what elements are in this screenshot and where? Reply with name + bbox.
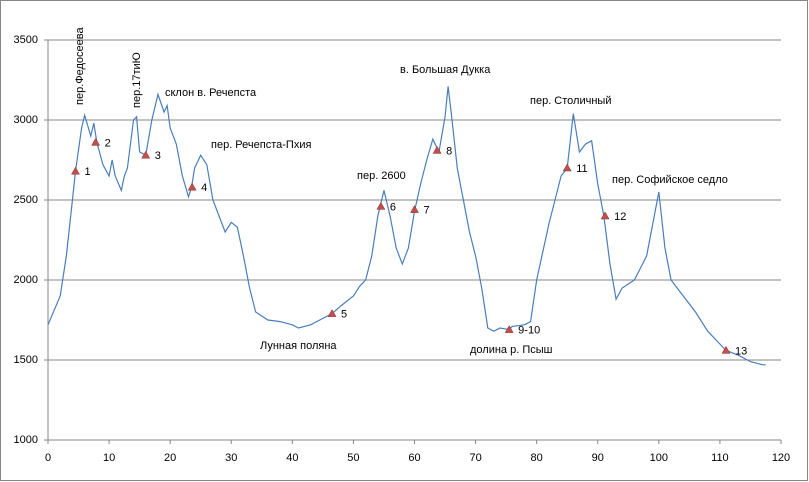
marker-label: 6 — [390, 201, 396, 213]
marker — [721, 345, 731, 354]
y-tick-label: 3000 — [14, 114, 38, 126]
marker-label: 11 — [576, 163, 587, 175]
marker — [376, 201, 386, 210]
marker-label: 2 — [105, 137, 111, 149]
x-tick-label: 120 — [772, 452, 790, 464]
marker-label: 7 — [424, 205, 430, 217]
x-tick-label: 60 — [408, 452, 420, 464]
annotation: пер. Речепста-Пхия — [211, 139, 311, 151]
annotation: пер. Софийское седло — [612, 174, 728, 186]
marker — [600, 211, 610, 220]
marker — [71, 166, 80, 175]
y-tick-label: 1000 — [14, 434, 38, 446]
marker-label: 3 — [155, 150, 161, 162]
marker-label: 13 — [735, 345, 747, 357]
x-tick-label: 10 — [103, 452, 115, 464]
annotation: пер.Федосеева — [74, 27, 86, 105]
marker — [141, 150, 151, 159]
y-tick-label: 2500 — [14, 194, 38, 206]
marker — [504, 325, 514, 333]
y-tick-label: 3500 — [14, 34, 38, 46]
annotation: пер.17тиЮ — [131, 52, 143, 108]
y-tick-label: 2000 — [14, 274, 38, 286]
annotation: склон в. Речепста — [165, 87, 257, 99]
x-tick-label: 50 — [347, 452, 359, 464]
annotation: пер. 2600 — [357, 170, 406, 182]
marker-label: 9-10 — [518, 325, 540, 337]
marker — [562, 163, 572, 172]
x-tick-label: 20 — [164, 452, 176, 464]
x-tick-label: 80 — [531, 452, 543, 464]
marker-label: 8 — [446, 145, 452, 157]
marker — [327, 309, 337, 317]
x-tick-label: 90 — [592, 452, 604, 464]
x-tick-label: 110 — [711, 452, 729, 464]
marker — [187, 182, 197, 191]
marker-label: 4 — [201, 182, 207, 194]
annotation: в. Большая Дукка — [400, 64, 491, 76]
marker-label: 5 — [341, 309, 347, 321]
marker — [432, 145, 442, 154]
annotation: пер. Столичный — [530, 95, 611, 107]
marker-label: 12 — [614, 211, 626, 223]
x-tick-label: 40 — [286, 452, 298, 464]
x-tick-label: 30 — [225, 452, 237, 464]
marker — [410, 205, 419, 213]
marker — [91, 137, 101, 146]
y-tick-label: 1500 — [14, 354, 38, 366]
annotation: долина р. Псыш — [470, 344, 553, 356]
marker-label: 1 — [84, 166, 90, 178]
x-tick-label: 100 — [650, 452, 668, 464]
x-tick-label: 0 — [45, 452, 51, 464]
annotation: Лунная поляна — [260, 340, 337, 352]
x-tick-label: 70 — [469, 452, 481, 464]
